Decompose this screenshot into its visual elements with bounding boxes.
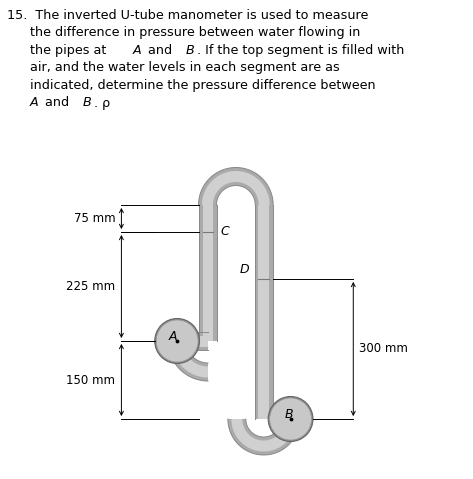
Text: 150 mm: 150 mm — [66, 374, 115, 387]
Text: the pipes at: the pipes at — [30, 44, 110, 57]
Polygon shape — [168, 341, 208, 381]
Polygon shape — [255, 205, 272, 419]
Text: D: D — [240, 263, 250, 276]
Text: B: B — [284, 408, 293, 421]
Text: the difference in pressure between water flowing in: the difference in pressure between water… — [30, 26, 360, 39]
Text: 15.  The inverted U-tube manometer is used to measure: 15. The inverted U-tube manometer is use… — [7, 9, 368, 22]
Text: and: and — [41, 96, 73, 110]
Text: A: A — [169, 331, 177, 343]
Polygon shape — [228, 419, 299, 455]
Circle shape — [270, 398, 312, 440]
Polygon shape — [177, 335, 208, 346]
Text: air, and the water levels in each segment are as: air, and the water levels in each segmen… — [30, 61, 340, 75]
Text: B: B — [185, 44, 194, 57]
Text: indicated, determine the pressure difference between: indicated, determine the pressure differ… — [30, 79, 376, 92]
Text: 225 mm: 225 mm — [66, 280, 115, 293]
Text: . ρ: . ρ — [94, 96, 110, 110]
Polygon shape — [199, 205, 217, 341]
Text: B: B — [82, 96, 91, 110]
Circle shape — [156, 320, 198, 362]
Text: A: A — [30, 96, 39, 110]
Text: 75 mm: 75 mm — [74, 212, 115, 225]
Polygon shape — [202, 171, 270, 205]
Circle shape — [268, 397, 313, 442]
Polygon shape — [177, 332, 208, 350]
Polygon shape — [202, 205, 213, 341]
Polygon shape — [258, 205, 269, 419]
Circle shape — [155, 319, 200, 364]
Polygon shape — [199, 168, 273, 205]
Text: . If the top segment is filled with: . If the top segment is filled with — [197, 44, 404, 57]
Text: and: and — [144, 44, 176, 57]
Polygon shape — [231, 419, 296, 452]
Text: A: A — [133, 44, 142, 57]
Text: C: C — [221, 226, 230, 239]
Text: 300 mm: 300 mm — [359, 342, 408, 355]
Polygon shape — [172, 341, 208, 377]
